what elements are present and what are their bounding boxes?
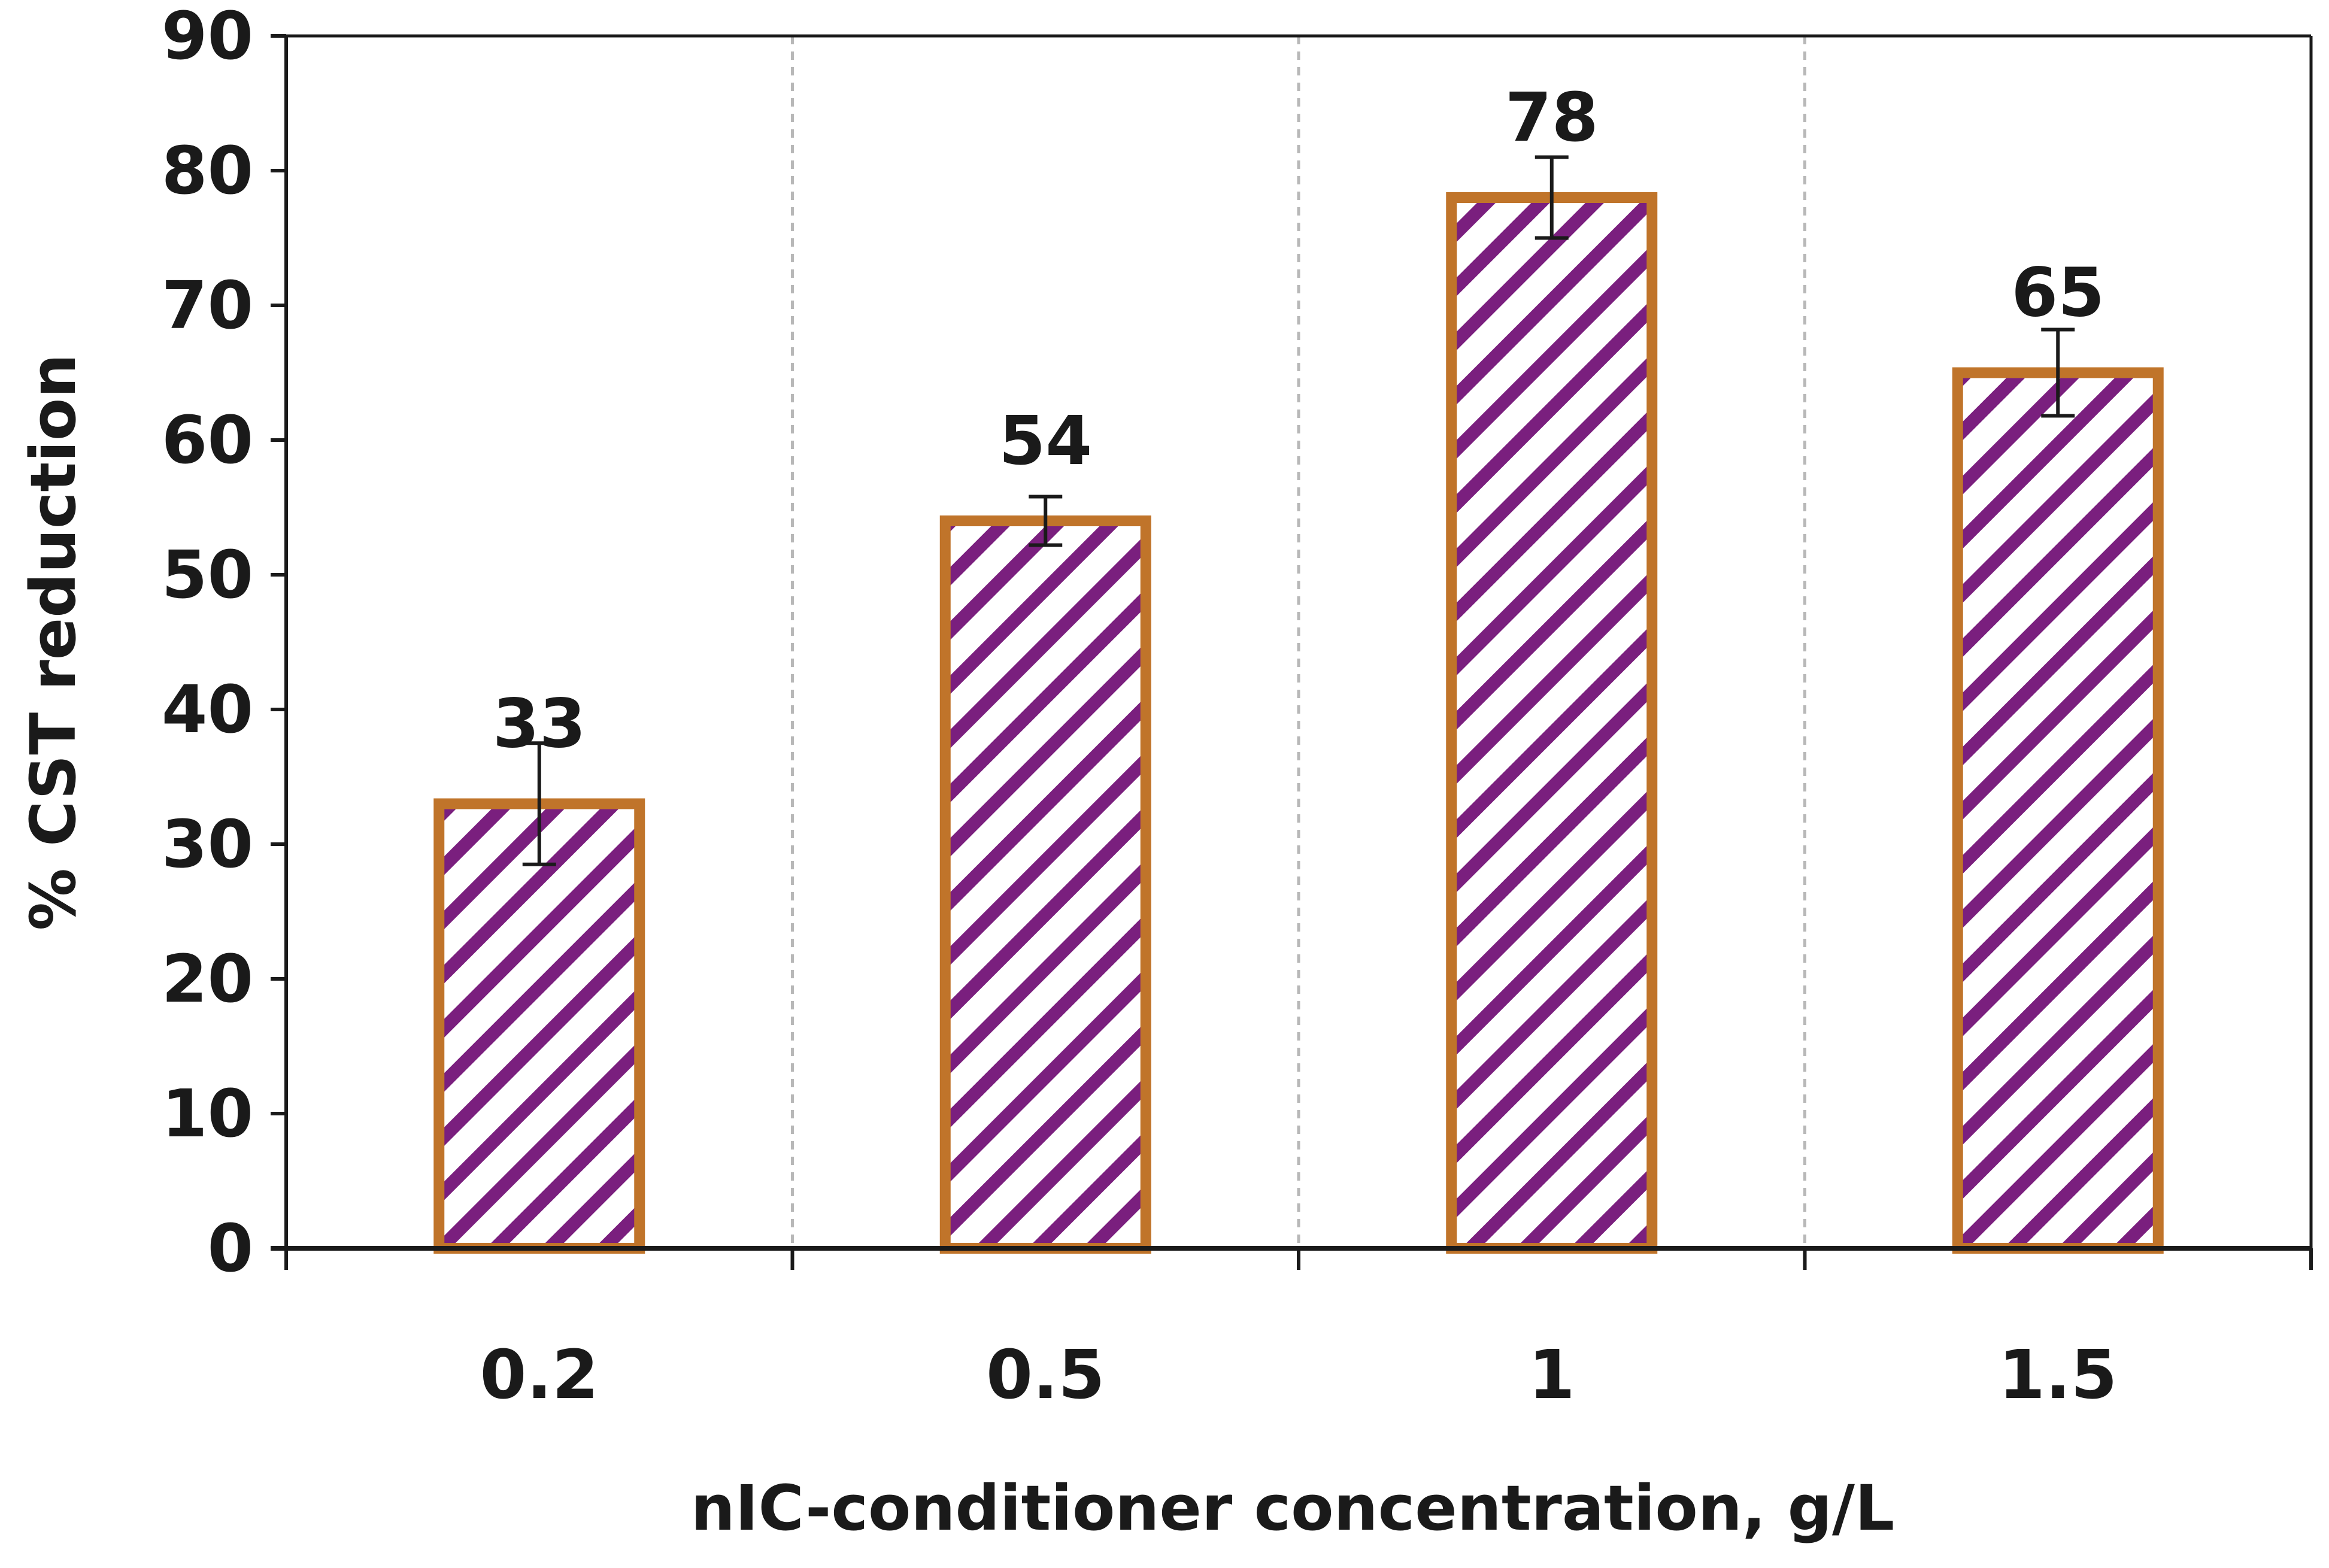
y-tick-label-0: 0 <box>207 1210 253 1287</box>
data-label-1.5: 65 <box>2011 254 2104 332</box>
y-tick-label-40: 40 <box>162 671 253 748</box>
y-tick-label-90: 90 <box>162 0 253 74</box>
x-tick-label-0.5: 0.5 <box>986 1336 1105 1414</box>
y-tick-label-70: 70 <box>162 267 253 344</box>
bar-1.5 <box>1952 367 2164 1254</box>
y-tick-label-60: 60 <box>162 402 253 478</box>
data-label-0.5: 54 <box>999 402 1092 480</box>
bar-0.2 <box>433 798 645 1254</box>
error-bars-layer <box>522 155 2075 866</box>
bar-0.5 <box>939 515 1151 1254</box>
y-tick-label-10: 10 <box>162 1075 253 1152</box>
data-label-0.2: 33 <box>493 686 586 763</box>
y-axis-title: % CST reduction <box>17 354 90 931</box>
x-tick-label-1: 1 <box>1529 1336 1575 1414</box>
x-axis-title: nIC-conditioner concentration, g/L <box>691 1472 1895 1545</box>
bar-1 <box>1446 192 1658 1254</box>
y-tick-label-50: 50 <box>162 536 253 613</box>
y-tick-label-30: 30 <box>162 806 253 882</box>
data-label-1: 78 <box>1505 79 1599 157</box>
x-tick-label-0.2: 0.2 <box>480 1336 599 1414</box>
labels-layer: 33 54 78 65 0 10 20 30 40 50 60 70 80 90 0.2 0.5 1 1.5 <box>162 0 2118 1414</box>
y-tick-label-20: 20 <box>162 941 253 1017</box>
axes-layer <box>271 34 2313 1270</box>
x-tick-label-1.5: 1.5 <box>1999 1336 2117 1414</box>
y-tick-label-80: 80 <box>162 132 253 209</box>
